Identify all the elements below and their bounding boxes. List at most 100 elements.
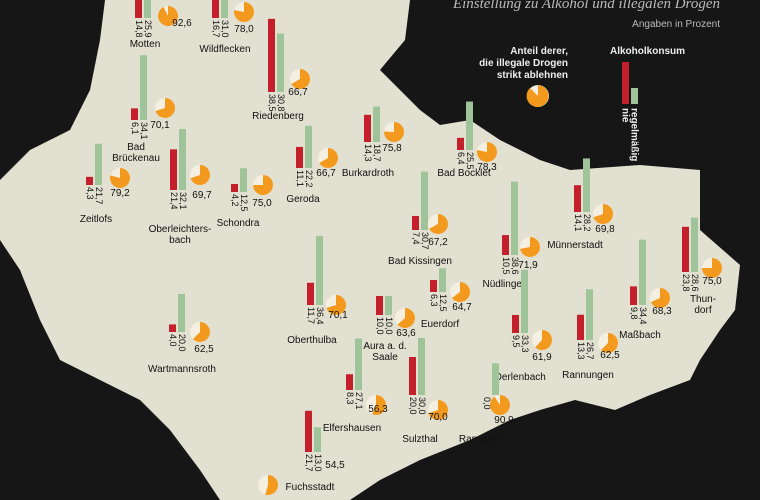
- town-name: Wartmannsroth: [148, 364, 216, 375]
- pie-value-label: 70,1: [328, 310, 348, 321]
- town-name: Münnerstadt: [547, 240, 603, 251]
- bar-value-label: 26,7: [585, 342, 595, 360]
- pie-value-label: 78,0: [234, 24, 254, 35]
- bar: [412, 215, 419, 230]
- town-name: Motten: [130, 39, 161, 50]
- pie-legend-label: Anteil derer,: [510, 46, 568, 57]
- bar: [583, 158, 590, 212]
- pie-value-label: 69,8: [595, 224, 615, 235]
- town-name: Zeitlofs: [80, 214, 112, 225]
- town-name: Thun-: [690, 294, 716, 305]
- bar: [221, 0, 228, 18]
- pie-slice: [650, 288, 670, 309]
- town-name: Euerdorf: [421, 319, 460, 330]
- bar-value-label: 31,0: [220, 20, 230, 38]
- pie-slice: [110, 168, 130, 188]
- pie-value-label: 62,5: [600, 350, 620, 361]
- bar-value-label: 10,5: [501, 257, 511, 275]
- bar: [430, 280, 437, 292]
- bar-value-label: 14,8: [134, 20, 144, 38]
- pie-slice: [319, 148, 338, 169]
- bar: [418, 338, 425, 395]
- bar: [577, 314, 584, 340]
- pie-value-label: 70,1: [150, 120, 170, 131]
- bar: [639, 239, 646, 305]
- pie-legend-label: die illegale Drogen: [479, 58, 568, 69]
- pie-slice: [291, 69, 310, 90]
- pie-value-label: 68,3: [652, 306, 672, 317]
- pie-value-label: 79,2: [110, 188, 130, 199]
- bar: [131, 108, 138, 120]
- bar-value-label: 20,0: [408, 397, 418, 415]
- bar: [296, 146, 303, 168]
- bar: [240, 168, 247, 192]
- pie-slice: [155, 98, 176, 118]
- town-name: Bad: [127, 142, 145, 153]
- subtitle: Angaben in Prozent: [632, 19, 720, 30]
- bar-value-label: 8,3: [345, 392, 355, 405]
- bar-value-label: 12,5: [438, 294, 448, 312]
- pie-slice: [702, 258, 722, 278]
- bar-value-label: 4,3: [85, 187, 95, 200]
- bar-value-label: 13,0: [313, 454, 323, 472]
- pie-value-label: 69,7: [192, 190, 212, 201]
- bar-value-label: 21,4: [169, 192, 179, 210]
- bar: [178, 294, 185, 332]
- bar-value-label: 0,0: [482, 397, 492, 410]
- pie-value-label: 54,5: [325, 460, 345, 471]
- bar-value-label: 23,8: [681, 274, 691, 292]
- pie-value-label: 67,2: [428, 237, 448, 248]
- bar-value-label: 13,3: [576, 342, 586, 360]
- town-name: Oberleichters-: [149, 224, 212, 235]
- pie-value-label: 90,9: [494, 415, 514, 426]
- pie-slice: [158, 6, 178, 26]
- bar-value-label: 16,7: [211, 20, 221, 38]
- bar: [305, 410, 312, 452]
- bar-value-label: 28,6: [690, 274, 700, 292]
- bar-value-label: 20,0: [177, 334, 187, 352]
- bar-value-label: 10,0: [375, 317, 385, 335]
- bar-value-label: 22,2: [304, 170, 314, 188]
- bar: [212, 0, 219, 18]
- district-area: [0, 0, 740, 500]
- town-name: Bad Bocklet: [437, 168, 491, 179]
- pie-value-label: 66,7: [316, 168, 336, 179]
- bar: [268, 18, 275, 93]
- bar: [512, 314, 519, 333]
- pie-legend-label: strikt ablehnen: [497, 70, 568, 81]
- bar: [682, 226, 689, 272]
- bar: [691, 217, 698, 272]
- bar-value-label: 6,1: [130, 122, 140, 135]
- bar: [86, 176, 93, 185]
- bar: [492, 363, 499, 395]
- town-name: Aura a. d.: [363, 341, 406, 352]
- bar-value-label: 21,7: [94, 187, 104, 205]
- town-name: Elfershausen: [323, 423, 381, 434]
- pie-value-label: 62,5: [194, 344, 214, 355]
- bar-value-label: 9,8: [629, 307, 639, 320]
- pie-slice: [253, 175, 273, 195]
- town-name: Geroda: [286, 194, 320, 205]
- bar: [376, 296, 383, 315]
- bar-value-label: 34,4: [638, 307, 648, 325]
- pie-value-label: 71,9: [518, 260, 538, 271]
- town-name: Sulzthal: [402, 434, 438, 445]
- pie-slice: [600, 333, 618, 353]
- bar-value-label: 27,1: [354, 392, 364, 410]
- legend-series-label: nie: [619, 108, 630, 123]
- bar: [140, 55, 147, 120]
- pie-value-label: 63,6: [396, 328, 416, 339]
- bar: [169, 324, 176, 332]
- bar: [586, 289, 593, 340]
- pie-value-label: 70,0: [428, 412, 448, 423]
- pie-slice: [535, 330, 552, 350]
- pie-value-label: 61,9: [532, 352, 552, 363]
- bar-value-label: 14,3: [363, 144, 373, 162]
- town-name: Schondra: [217, 218, 260, 229]
- bar-value-label: 25,9: [143, 20, 153, 38]
- bar-value-label: 38,5: [267, 94, 277, 112]
- legend-pie: [526, 85, 549, 107]
- pie-slice: [452, 282, 470, 302]
- bar-value-label: 9,5: [511, 335, 521, 348]
